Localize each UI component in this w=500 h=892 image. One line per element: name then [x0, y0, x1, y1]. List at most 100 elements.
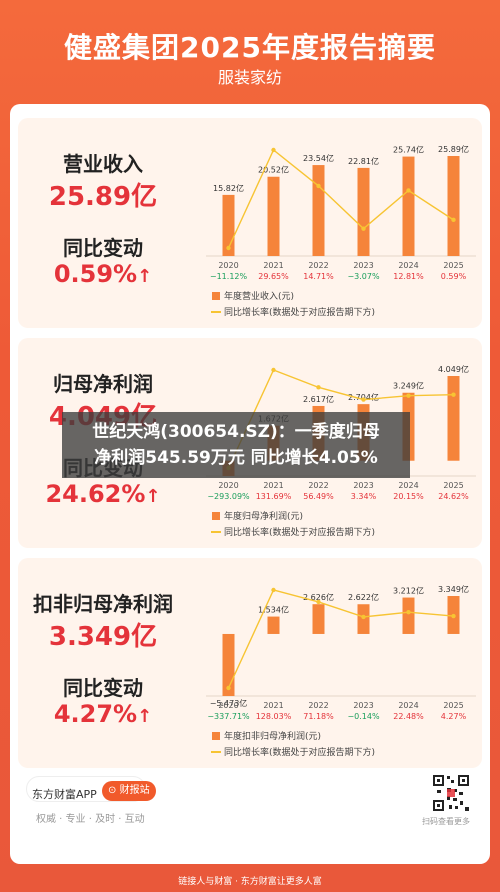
bar [312, 604, 325, 634]
bar [312, 165, 325, 256]
year-label: 2022 [308, 261, 328, 270]
rate-point [361, 397, 366, 402]
rate-value-label: −3.07% [347, 272, 380, 281]
bar [447, 376, 460, 461]
header: 健盛集团2025年度报告摘要 服装家纺 [0, 0, 500, 110]
metric-value: 3.349亿 [48, 622, 158, 652]
rate-value-label: 71.18% [303, 712, 334, 721]
search-icon: ⊙ [108, 785, 117, 796]
arrow-up-icon: ↑ [137, 706, 153, 727]
legend-line-label: 同比增长率(数据处于对应报告期下方) [224, 526, 375, 538]
rate-point [406, 393, 411, 398]
rate-value-label: −0.14% [347, 712, 380, 721]
year-label: 2022 [308, 701, 328, 710]
bar-value-label: 2.626亿 [303, 592, 334, 602]
bottom-tagline: 链接人与财富 · 东方财富让更多人富 [178, 877, 322, 887]
news-overlay[interactable]: 世纪天鸿(300654.SZ)：一季度归母 净利润545.59万元 同比增长4.… [62, 412, 410, 478]
legend-bar-swatch [212, 292, 220, 300]
overlay-line-1: 世纪天鸿(300654.SZ)：一季度归母 [92, 422, 380, 442]
year-label: 2024 [398, 481, 418, 490]
bar-value-label: 3.249亿 [393, 381, 424, 391]
rate-value-label: 12.81% [393, 272, 424, 281]
rate-point [451, 217, 456, 223]
rate-value-label: −293.09% [207, 492, 250, 501]
rate-value-label: −337.71% [207, 712, 250, 721]
rate-point [361, 226, 366, 231]
year-label: 2023 [353, 701, 373, 710]
legend-bar-label: 年度营业收入(元) [224, 290, 294, 302]
arrow-up-icon: ↑ [145, 486, 161, 507]
year-label: 2024 [398, 701, 418, 710]
rate-value-label: 128.03% [256, 712, 292, 721]
rate-line [227, 369, 454, 469]
change-value: 4.27%↑ [53, 700, 153, 728]
rate-value-label: 131.69% [256, 492, 292, 501]
bar-value-label: 15.82亿 [213, 183, 244, 193]
bar-value-label: −5.473亿 [210, 698, 248, 708]
rate-point [316, 183, 321, 189]
arrow-up-icon: ↑ [137, 266, 153, 287]
year-label: 2021 [263, 481, 283, 490]
bar-value-label: 2.622亿 [348, 592, 379, 602]
rate-value-label: 4.27% [441, 712, 467, 721]
deducted-profit-chart: −5.473亿 1.534亿 2.626亿 2.622亿 3.212亿 3.349亿 202… [198, 566, 482, 766]
bar-value-label: 4.049亿 [438, 364, 469, 374]
qr-code-icon[interactable] [432, 774, 470, 812]
rate-point [271, 367, 276, 373]
change-label: 同比变动 [63, 676, 143, 700]
rate-value-label: 20.15% [393, 492, 424, 501]
content-panel: 营业收入 25.89亿 同比变动 0.59% ↑ 15.82亿 20.52亿 23.5… [10, 104, 490, 864]
rate-value-label: 56.49% [303, 492, 334, 501]
page-title: 健盛集团2025年度报告摘要 [64, 31, 436, 64]
year-label: 2024 [398, 261, 418, 270]
legend-bar-swatch [212, 512, 220, 520]
year-label: 2020 [218, 701, 238, 710]
year-label: 2020 [218, 261, 238, 270]
page-subtitle: 服装家纺 [217, 68, 282, 87]
metric-label: 营业收入 [63, 152, 143, 176]
year-label: 2023 [353, 481, 373, 490]
rate-line [227, 148, 454, 249]
bar-value-label: 23.54亿 [303, 153, 334, 163]
overlay-line-2: 净利润545.59万元 同比增长4.05% [94, 448, 378, 468]
rate-value-label: 14.71% [303, 272, 334, 281]
year-label: 2021 [263, 701, 283, 710]
bar-value-label: 3.349亿 [438, 584, 469, 594]
financial-report-button[interactable]: ⊙ 财报站 [102, 781, 156, 801]
chart-svg: 15.82亿 20.52亿 23.54亿 22.81亿 25.74亿 25.89亿 2020… [206, 144, 476, 318]
rate-point [406, 610, 411, 615]
rate-line [227, 589, 454, 689]
rate-point [316, 599, 321, 605]
year-label: 2020 [218, 481, 238, 490]
qr-label: 扫码查看更多 [422, 817, 470, 826]
year-label: 2025 [443, 701, 463, 710]
bar-value-label: 3.212亿 [393, 586, 424, 596]
revenue-chart: 15.82亿 20.52亿 23.54亿 22.81亿 25.74亿 25.89亿 2020… [198, 126, 482, 326]
bar-value-label: 20.52亿 [258, 165, 289, 175]
bar-value-label: 22.81亿 [348, 156, 379, 166]
year-label: 2025 [443, 481, 463, 490]
rate-value-label: 22.48% [393, 712, 424, 721]
bar [402, 597, 415, 634]
year-label: 2021 [263, 261, 283, 270]
rate-value-label: 0.59% [441, 272, 467, 281]
bar-value-label: 2.617亿 [303, 394, 334, 404]
rate-point [451, 392, 456, 397]
chart-svg: −5.473亿 1.534亿 2.626亿 2.622亿 3.212亿 3.349亿 202… [206, 584, 476, 758]
legend-bar-swatch [212, 732, 220, 740]
legend-line-label: 同比增长率(数据处于对应报告期下方) [224, 746, 375, 758]
rate-point [406, 188, 411, 193]
metric-value: 25.89亿 [48, 182, 158, 212]
bar-value-label: 1.534亿 [258, 605, 289, 615]
bar-value-label: 2.704亿 [348, 392, 379, 402]
rate-value-label: 3.34% [351, 492, 377, 501]
rate-point [361, 614, 366, 620]
bar [267, 176, 280, 256]
legend-bar-label: 年度扣非归母净利润(元) [224, 730, 321, 742]
bar [447, 156, 460, 256]
bar [357, 167, 370, 256]
bar-value-label: 25.89亿 [438, 144, 469, 154]
change-value: 24.62%↑ [45, 480, 161, 508]
rate-value-label: 24.62% [438, 492, 469, 501]
bar [402, 156, 415, 256]
